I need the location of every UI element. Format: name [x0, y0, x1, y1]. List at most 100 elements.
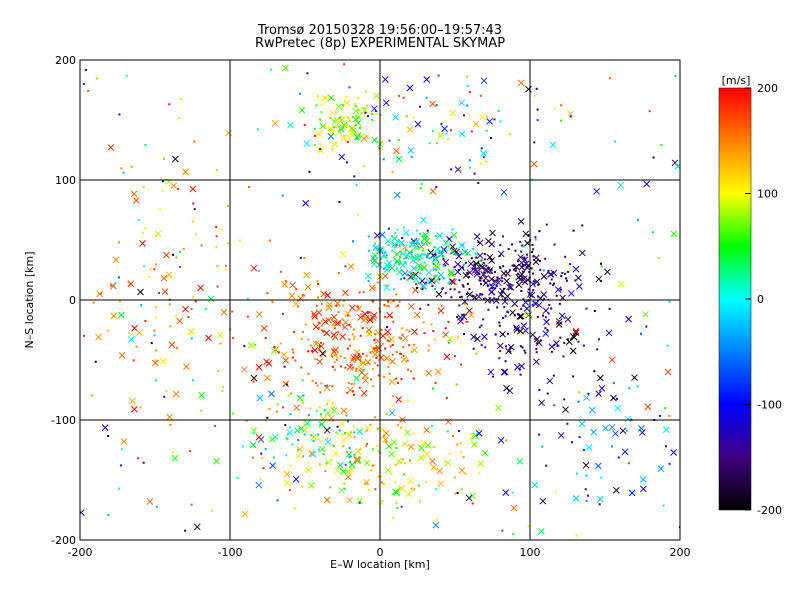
data-point-cross [352, 115, 360, 123]
data-point-cross [349, 356, 356, 364]
data-point-dot [560, 104, 563, 107]
data-point-dot [394, 463, 397, 466]
data-point-cross [413, 311, 421, 319]
data-point-dot [427, 344, 430, 347]
data-point-cross [555, 321, 563, 328]
data-point-dot [318, 349, 321, 352]
data-point-dot [521, 244, 524, 247]
data-point-dot [277, 351, 280, 354]
data-point-cross [339, 333, 347, 341]
data-point-cross [432, 261, 440, 269]
data-point-dot [450, 168, 453, 171]
data-point-cross [547, 271, 554, 278]
data-point-dot [464, 320, 467, 323]
data-point-dot [345, 161, 348, 164]
data-point-cross [516, 458, 524, 465]
data-point-dot [365, 482, 368, 485]
data-point-cross [337, 461, 344, 469]
data-point-dot [365, 444, 368, 447]
data-point-dot [391, 343, 394, 346]
data-point-dot [307, 372, 310, 375]
data-point-dot [436, 142, 439, 145]
data-point-cross [187, 328, 195, 335]
data-point-cross [335, 103, 343, 111]
data-point-cross [578, 420, 586, 428]
data-point-dot [118, 113, 121, 116]
data-point-dot [458, 291, 461, 294]
data-point-cross [466, 307, 473, 315]
data-point-cross [543, 318, 550, 326]
data-point-dot [366, 311, 369, 314]
data-point-dot [254, 343, 257, 346]
data-point-dot [348, 138, 351, 141]
data-point-dot [395, 350, 398, 353]
data-point-dot [264, 336, 267, 339]
data-point-dot [364, 111, 367, 114]
data-point-dot [320, 104, 323, 107]
data-point-cross [353, 374, 360, 382]
data-point-cross [172, 155, 179, 163]
data-point-dot [297, 448, 300, 451]
data-point-dot [120, 167, 123, 170]
data-point-dot [324, 384, 327, 387]
data-point-cross [590, 428, 597, 436]
data-point-dot [251, 456, 254, 459]
data-point-cross [316, 358, 324, 365]
data-point-dot [552, 374, 555, 377]
data-point-dot [360, 355, 363, 358]
data-point-dot [406, 278, 409, 281]
data-point-cross [525, 311, 533, 318]
data-point-cross [366, 316, 374, 324]
data-point-dot [219, 342, 222, 345]
data-point-cross [410, 265, 418, 272]
data-point-cross [255, 310, 263, 318]
data-point-dot [317, 282, 320, 285]
data-point-cross [296, 394, 304, 402]
data-point-cross [360, 135, 368, 143]
data-point-dot [391, 404, 394, 407]
data-point-dot [530, 267, 533, 270]
data-point-dot [659, 414, 662, 417]
data-point-cross [503, 277, 510, 285]
data-point-dot [444, 292, 447, 295]
data-point-cross [166, 413, 173, 421]
data-point-dot [190, 307, 193, 310]
data-point-cross [327, 94, 335, 102]
y-tick-label: 100 [55, 174, 76, 187]
data-point-dot [572, 375, 575, 378]
data-point-cross [310, 310, 318, 318]
data-point-dot [470, 130, 473, 133]
data-point-cross [539, 497, 547, 505]
data-point-dot [377, 374, 380, 377]
data-point-dot [485, 160, 488, 163]
data-point-dot [532, 248, 535, 251]
data-point-cross [401, 269, 409, 277]
data-point-dot [159, 208, 162, 211]
data-point-cross [303, 419, 311, 427]
data-point-cross [469, 492, 476, 500]
data-point-cross [612, 430, 619, 437]
data-point-cross [643, 180, 651, 188]
data-point-dot [482, 318, 485, 321]
data-point-dot [396, 304, 399, 307]
data-point-cross [501, 368, 509, 376]
data-point-dot [221, 385, 224, 388]
data-point-dot [352, 390, 355, 393]
data-point-dot [364, 430, 367, 433]
data-point-dot [395, 293, 398, 296]
data-point-cross [393, 191, 401, 199]
data-point-dot [318, 344, 321, 347]
data-point-dot [419, 272, 422, 275]
data-point-dot [421, 249, 424, 252]
data-point-cross [386, 311, 394, 319]
data-point-dot [236, 476, 239, 479]
data-point-dot [480, 344, 483, 347]
data-point-cross [504, 292, 511, 300]
data-point-dot [378, 450, 381, 453]
data-point-dot [313, 134, 316, 137]
data-point-dot [90, 394, 93, 397]
data-point-dot [456, 315, 459, 318]
data-point-cross [430, 463, 438, 471]
data-point-dot [298, 395, 301, 398]
data-point-dot [608, 77, 611, 80]
